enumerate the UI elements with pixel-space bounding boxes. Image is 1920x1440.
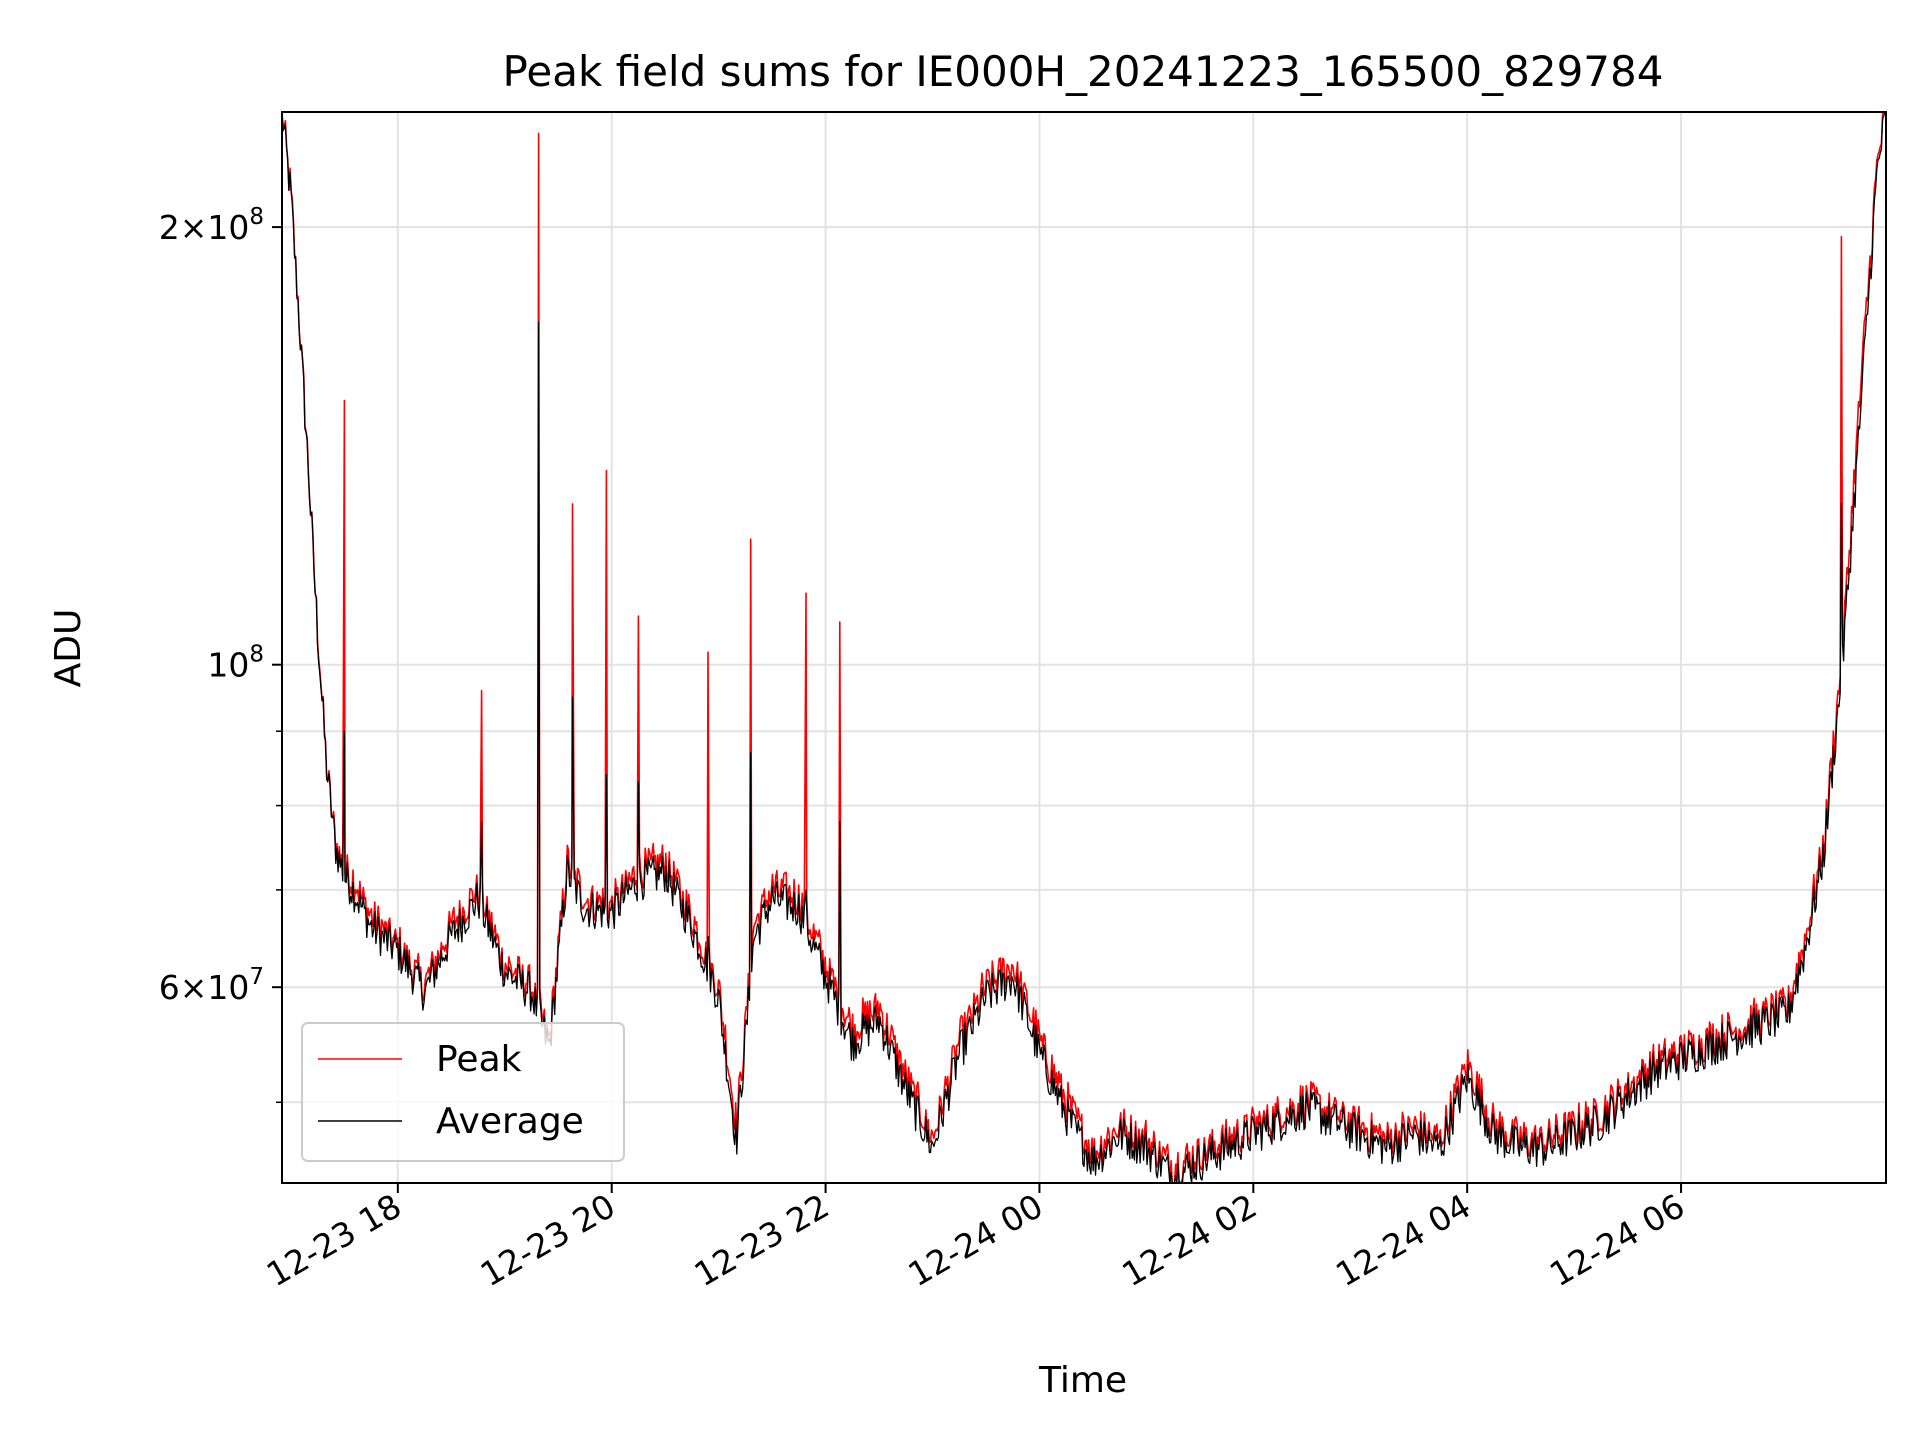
legend: Peak Average: [301, 1022, 625, 1162]
y-tick-exponent: 7: [249, 964, 264, 990]
y-tick-label: 6×107: [159, 964, 264, 1007]
y-tick-base: 2×10: [159, 208, 250, 247]
y-tick-label: 2×108: [159, 204, 264, 247]
legend-label-peak: Peak: [436, 1039, 522, 1080]
y-axis-title: ADU: [48, 609, 89, 688]
y-tick-label: 108: [207, 642, 264, 685]
plot-frame: [281, 111, 1887, 1184]
chart-title: Peak field sums for IE000H_20241223_1655…: [503, 47, 1664, 96]
y-tick-exponent: 8: [249, 642, 264, 668]
y-tick-base: 10: [207, 646, 249, 685]
legend-label-average: Average: [436, 1101, 584, 1142]
x-axis-title: Time: [1038, 1360, 1127, 1401]
y-tick-base: 6×10: [159, 968, 250, 1007]
y-tick-exponent: 8: [249, 204, 264, 230]
legend-box: [301, 1022, 625, 1162]
